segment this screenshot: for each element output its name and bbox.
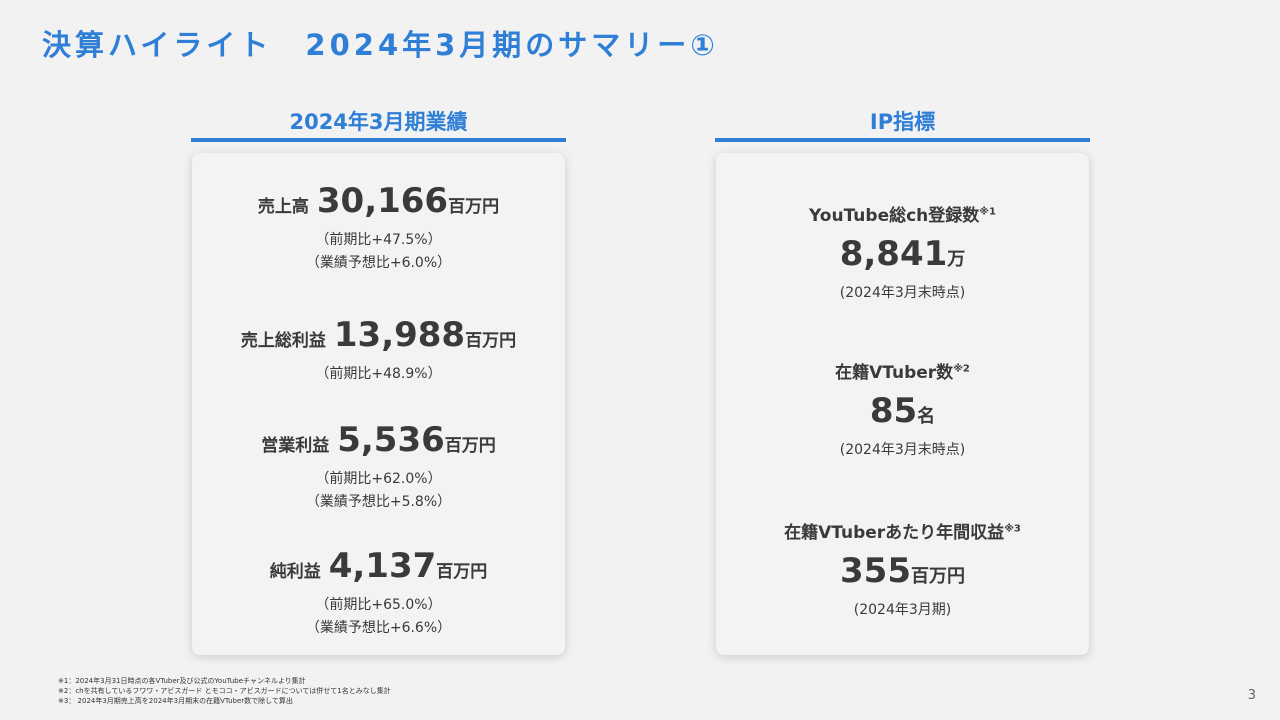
ip-revenue-per-vtuber: 在籍VTuberあたり年間収益※3 355百万円 (2024年3月期) [716, 518, 1089, 622]
ip-unit: 百万円 [910, 566, 965, 587]
footnote-ref: ※2 [953, 363, 970, 375]
metric-sub: （前期比+65.0%） [315, 597, 442, 613]
metric-sub: （業績予想比+5.8%） [305, 494, 452, 510]
ip-sub: (2024年3月期) [853, 602, 952, 618]
results-card: 売上高 30,166 百万円 （前期比+47.5%） （業績予想比+6.0%） 売上総… [192, 153, 565, 655]
metric-unit: 百万円 [436, 562, 488, 582]
metric-sales: 売上高 30,166 百万円 （前期比+47.5%） （業績予想比+6.0%） [192, 181, 565, 275]
ip-label: 在籍VTuberあたり年間収益 [784, 523, 1005, 543]
ip-value: 8,841 [839, 234, 948, 274]
metric-value: 4,137 [328, 546, 437, 586]
metric-unit: 百万円 [444, 436, 496, 456]
ip-card: YouTube総ch登録数※1 8,841万 (2024年3月末時点) 在籍VT… [716, 153, 1089, 655]
ip-label: YouTube総ch登録数 [809, 206, 980, 226]
metric-gross-profit: 売上総利益 13,988 百万円 （前期比+48.9%） [192, 315, 565, 386]
footnote-ref: ※1 [979, 206, 996, 218]
ip-value: 355 [840, 551, 911, 591]
metric-sub: （業績予想比+6.6%） [305, 620, 452, 636]
footnote-ref: ※3 [1004, 523, 1021, 535]
ip-subscribers: YouTube総ch登録数※1 8,841万 (2024年3月末時点) [716, 201, 1089, 305]
metric-net-profit: 純利益 4,137 百万円 （前期比+65.0%） （業績予想比+6.6%） [192, 546, 565, 640]
metric-unit: 百万円 [448, 197, 500, 217]
footnotes: ※1：2024年3月31日時点の各VTuber及び公式のYouTubeチャンネル… [58, 676, 391, 706]
ip-sub: (2024年3月末時点) [839, 442, 966, 458]
section-heading-ip: IP指標 [869, 110, 936, 134]
ip-value: 85 [869, 391, 918, 431]
metric-sub: （前期比+48.9%） [315, 366, 442, 382]
ip-unit: 万 [947, 249, 966, 270]
divider [191, 138, 566, 142]
ip-unit: 名 [917, 406, 936, 427]
ip-vtuber-count: 在籍VTuber数※2 85名 (2024年3月末時点) [716, 358, 1089, 462]
metric-label: 売上高 [257, 197, 309, 217]
ip-sub: (2024年3月末時点) [839, 285, 966, 301]
ip-label: 在籍VTuber数 [835, 363, 954, 383]
metric-unit: 百万円 [465, 331, 517, 351]
metric-value: 5,536 [337, 420, 445, 460]
page-title: 決算ハイライト 2024年3月期のサマリー① [42, 28, 719, 62]
section-heading-results: 2024年3月期業績 [289, 110, 468, 134]
metric-label: 純利益 [269, 562, 321, 582]
metric-sub: （業績予想比+6.0%） [305, 255, 452, 271]
metric-label: 売上総利益 [240, 331, 326, 351]
footnote: ※1：2024年3月31日時点の各VTuber及び公式のYouTubeチャンネル… [58, 677, 306, 685]
footnote: ※2：chを共有しているフワワ・アビスガード とモココ・アビスガードについては併… [58, 687, 391, 695]
metric-sub: （前期比+47.5%） [315, 232, 442, 248]
metric-value: 30,166 [316, 181, 449, 221]
footnote: ※3： 2024年3月期売上高を2024年3月期末の在籍VTuber数で除して算… [58, 697, 293, 705]
metric-value: 13,988 [333, 315, 466, 355]
metric-operating-profit: 営業利益 5,536 百万円 （前期比+62.0%） （業績予想比+5.8%） [192, 420, 565, 514]
divider [715, 138, 1090, 142]
page-number: 3 [1247, 688, 1256, 703]
metric-sub: （前期比+62.0%） [315, 471, 442, 487]
metric-label: 営業利益 [261, 436, 330, 456]
